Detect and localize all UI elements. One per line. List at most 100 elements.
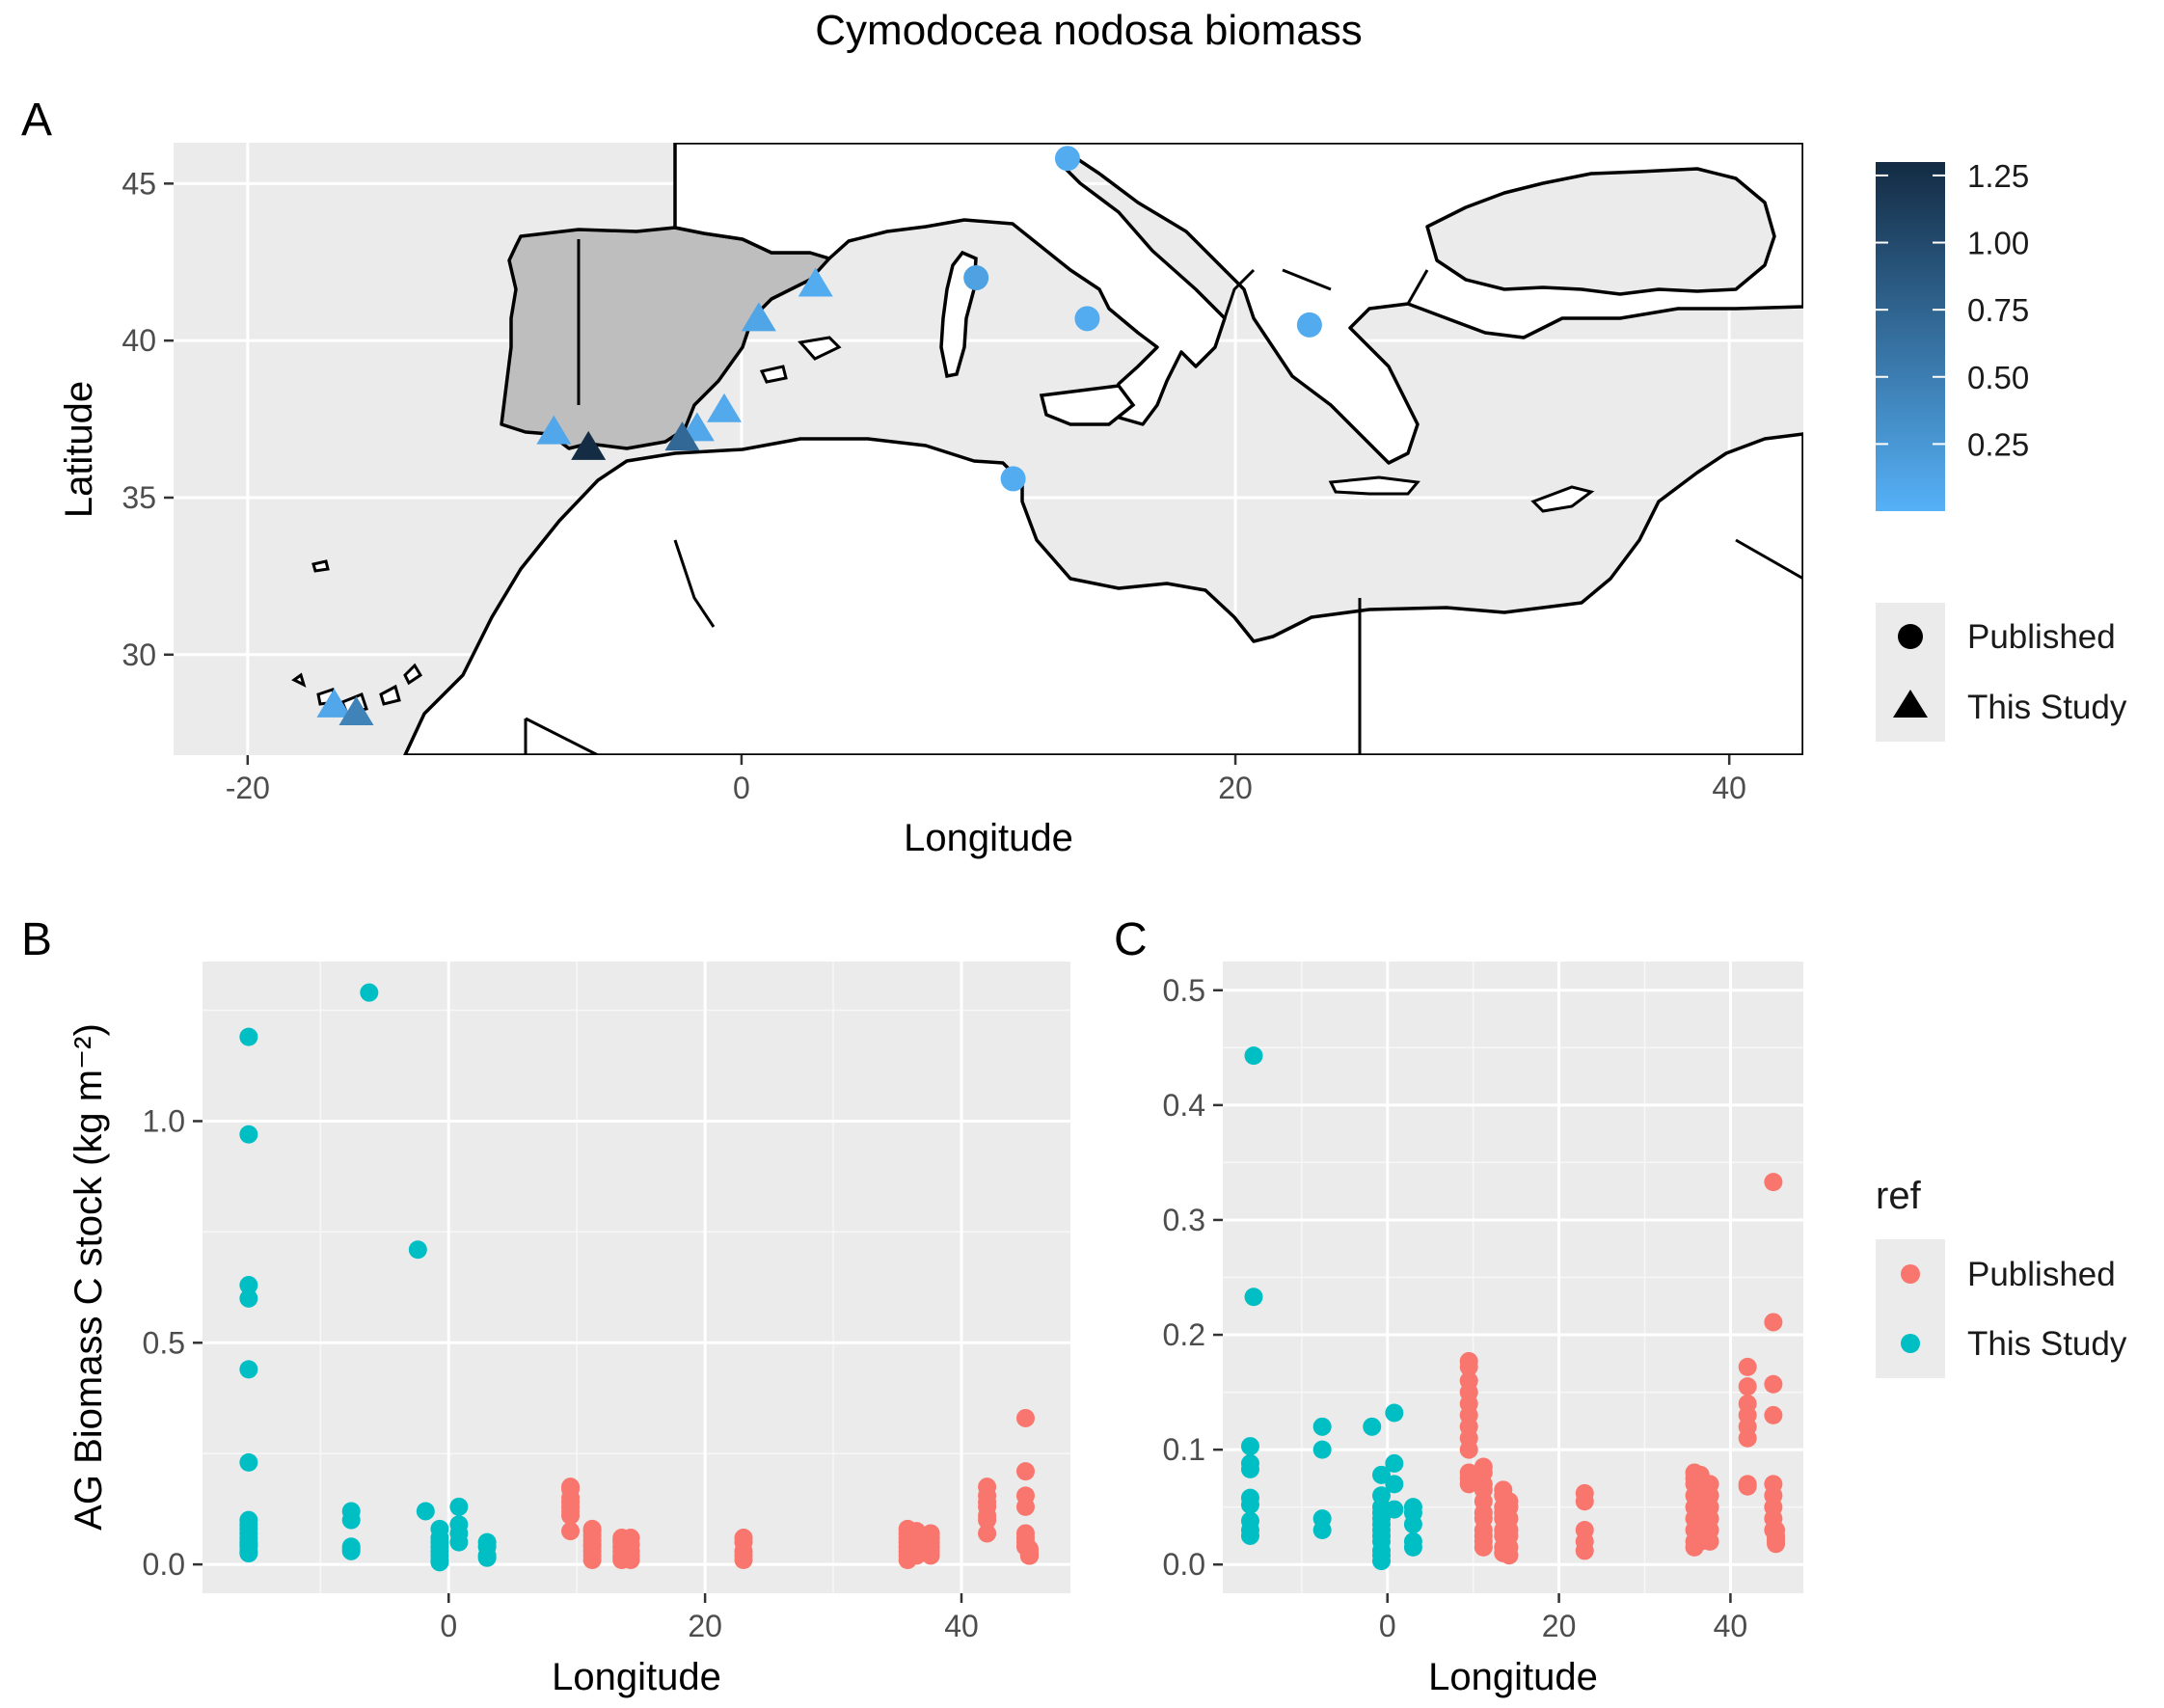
legend-ref-label: This Study (1967, 1325, 2127, 1363)
map-y-tick-label: 30 (122, 637, 156, 672)
point-this-study (1244, 1288, 1263, 1307)
panel-b-points (239, 983, 1039, 1572)
map-x-label: Longitude (904, 817, 1073, 859)
map-point-this-study (316, 688, 352, 718)
y-tick-label: 0.5 (1163, 973, 1205, 1008)
africa-shape (403, 432, 1803, 755)
point-this-study (360, 983, 379, 1002)
crete (1328, 475, 1420, 496)
point-published (1459, 1440, 1478, 1459)
legend-circle-icon (1898, 624, 1923, 649)
y-tick-label: 0.4 (1163, 1088, 1205, 1123)
point-this-study (1240, 1459, 1259, 1478)
point-this-study (477, 1548, 497, 1567)
legend-shape: Published This Study (1876, 603, 2127, 742)
point-this-study (449, 1497, 469, 1516)
map-y-label: Latitude (58, 381, 100, 518)
point-published (1015, 1497, 1035, 1516)
point-this-study (1385, 1453, 1404, 1473)
black-sea (1425, 167, 1776, 296)
y-tick-label: 0.2 (1163, 1317, 1205, 1352)
panel-b-axes: 0 20 40 0.0 0.5 1.0 (143, 1103, 979, 1643)
y-tick-label: 0.3 (1163, 1203, 1205, 1237)
gradient-tick-label: 0.75 (1967, 292, 2029, 328)
point-published (621, 1551, 640, 1570)
map-point-this-study (338, 696, 374, 726)
point-this-study (1240, 1437, 1259, 1456)
map-y-tick-label: 40 (122, 323, 156, 358)
point-published (561, 1506, 581, 1526)
point-this-study (1403, 1515, 1422, 1534)
point-this-study (1363, 1417, 1382, 1436)
map-axes: -20 0 20 40 30 35 40 45 (122, 166, 1746, 805)
point-this-study (1312, 1521, 1332, 1539)
map-x-tick-label: 0 (733, 771, 750, 805)
panel-tag-a: A (21, 95, 52, 146)
y-tick-label: 0.1 (1163, 1432, 1205, 1467)
map-point-this-study (707, 393, 743, 422)
map-point-this-study (664, 421, 700, 451)
point-published (1500, 1546, 1519, 1565)
point-published (1738, 1477, 1757, 1496)
legend-ref-published-swatch (1901, 1264, 1920, 1284)
map-panel: -20 0 20 40 30 35 40 45 Longitude Latitude (58, 143, 1803, 859)
sicily (1039, 384, 1136, 426)
point-published (978, 1510, 997, 1530)
point-this-study (449, 1532, 469, 1552)
panel-b: 0 20 40 0.0 0.5 1.0 Longitude AG Biomass C st… (68, 962, 1070, 1698)
point-published (921, 1546, 940, 1565)
legend-shape-label: Published (1967, 618, 2116, 656)
map-point-this-study (798, 267, 833, 297)
point-this-study (1385, 1500, 1404, 1519)
point-published (1015, 1408, 1035, 1427)
x-tick-label: 20 (688, 1609, 722, 1643)
x-tick-label: 40 (1714, 1609, 1748, 1643)
point-published (734, 1551, 753, 1570)
y-tick-label: 0.0 (1163, 1547, 1205, 1582)
point-this-study (1385, 1475, 1404, 1494)
figure-title: Cymodocea nodosa biomass (815, 7, 1362, 54)
point-published (1575, 1492, 1594, 1511)
legend-ref-this-study-swatch (1901, 1334, 1920, 1353)
point-published (1575, 1541, 1594, 1560)
panel-b-background (203, 962, 1070, 1593)
map-x-tick-label: 20 (1218, 771, 1253, 805)
map-point-published (1054, 146, 1080, 172)
map-y-tick-label: 35 (122, 480, 156, 515)
gradient-tick-label: 0.25 (1967, 426, 2029, 462)
panel-b-gridlines (203, 962, 1070, 1593)
y-tick-label: 1.0 (143, 1103, 185, 1138)
point-published (1738, 1357, 1757, 1376)
point-published (1764, 1173, 1783, 1192)
point-published (1767, 1534, 1786, 1554)
point-this-study (1312, 1417, 1332, 1436)
point-this-study (1385, 1403, 1404, 1423)
gradient-tick-label: 1.25 (1967, 158, 2029, 194)
map-point-published (1296, 312, 1322, 338)
map-point-this-study (536, 415, 572, 445)
map-x-tick-label: -20 (226, 771, 270, 805)
point-published (906, 1546, 926, 1565)
point-this-study (1372, 1465, 1392, 1484)
legend-ref: ref Published This Study (1876, 1175, 2127, 1378)
point-this-study (1312, 1440, 1332, 1459)
point-this-study (416, 1502, 435, 1521)
map-points (316, 146, 1322, 726)
point-this-study (341, 1510, 361, 1530)
map-point-published (963, 265, 989, 291)
point-this-study (1372, 1552, 1392, 1571)
map-point-published (1000, 466, 1026, 492)
panel-c-axes: 0 20 40 0.0 0.1 0.2 0.3 0.4 0.5 (1163, 973, 1748, 1643)
point-this-study (430, 1553, 449, 1572)
point-published (1474, 1537, 1493, 1557)
balearic-islands (759, 336, 842, 384)
point-published (1764, 1374, 1783, 1394)
point-published (1700, 1532, 1719, 1551)
point-this-study (239, 1125, 258, 1144)
map-y-tick-label: 45 (122, 166, 156, 201)
point-this-study (1240, 1526, 1259, 1545)
map-point-this-study (571, 430, 607, 460)
point-this-study (239, 1544, 258, 1563)
point-published (1459, 1475, 1478, 1494)
